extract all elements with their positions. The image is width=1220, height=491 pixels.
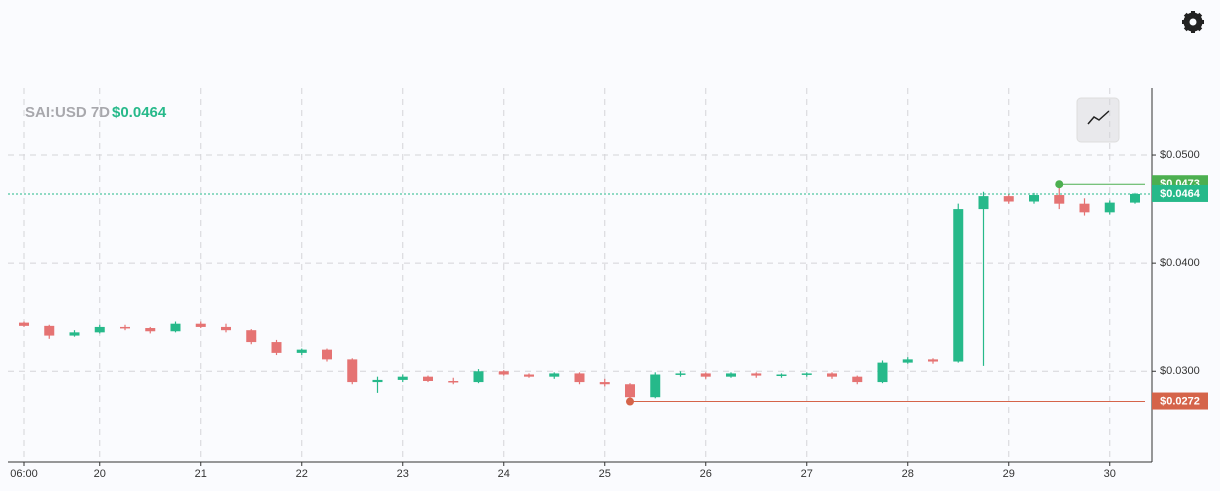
candle-body xyxy=(827,373,837,377)
candle-body xyxy=(473,371,484,383)
x-tick-label: 27 xyxy=(801,468,813,480)
x-tick-label: 25 xyxy=(599,468,611,480)
candle-body xyxy=(44,325,55,336)
gear-hole xyxy=(1189,18,1197,26)
candle-body xyxy=(1130,193,1140,203)
candle-body xyxy=(19,322,29,326)
high-dot xyxy=(1055,180,1064,189)
last_price-label: $0.0464 xyxy=(1160,188,1201,200)
candle-body xyxy=(953,209,964,362)
candle-body xyxy=(372,379,383,383)
candle-body xyxy=(221,326,231,331)
candle-body xyxy=(145,328,156,332)
candle-body xyxy=(1054,195,1065,204)
candle-body xyxy=(877,362,888,383)
candle-body xyxy=(650,374,661,398)
candle-body xyxy=(599,382,610,385)
chart-type-button[interactable] xyxy=(1076,97,1120,143)
candle-body xyxy=(700,373,711,377)
candle-body xyxy=(751,373,762,376)
candle-body xyxy=(1079,203,1090,213)
candle-body xyxy=(498,371,509,375)
x-tick-label: 20 xyxy=(94,468,106,480)
candle-body xyxy=(448,380,459,383)
candle-body xyxy=(852,376,863,383)
chart-title: SAI:USD 7D xyxy=(25,104,110,121)
candle-body xyxy=(801,373,812,375)
x-tick-label: 24 xyxy=(498,468,510,480)
candle-body xyxy=(246,330,257,343)
candle-body xyxy=(1003,196,1014,202)
candle-body xyxy=(1029,195,1039,202)
y-tick-label: $0.0500 xyxy=(1160,149,1200,161)
candle-body xyxy=(928,359,938,362)
candle-body xyxy=(549,373,560,377)
candle-body xyxy=(423,376,433,381)
x-tick-label: 06:00 xyxy=(10,468,38,480)
candle-body xyxy=(69,332,80,336)
candle-body xyxy=(94,326,105,333)
candle-body xyxy=(574,373,585,383)
low-dot xyxy=(626,397,634,406)
candle-body xyxy=(524,374,534,377)
header-price: $0.0464 xyxy=(112,104,167,121)
x-tick-label: 28 xyxy=(902,468,914,480)
last_price-badge xyxy=(1152,184,1208,202)
candle-body xyxy=(170,323,181,332)
low_marker-label: $0.0272 xyxy=(1160,395,1200,407)
candle-body xyxy=(271,342,282,353)
candle-body xyxy=(1104,202,1115,213)
candle-body xyxy=(397,376,408,380)
candle-body xyxy=(120,326,130,329)
candle-body xyxy=(675,373,686,375)
candle-body xyxy=(296,349,307,353)
low_marker-badge xyxy=(1152,392,1208,410)
y-tick-label: $0.0400 xyxy=(1160,257,1200,269)
x-tick-label: 29 xyxy=(1003,468,1015,480)
settings-button[interactable] xyxy=(1182,11,1204,33)
line-icon xyxy=(1087,110,1110,125)
x-tick-label: 21 xyxy=(195,468,207,480)
candle-body xyxy=(347,359,358,383)
x-tick-label: 23 xyxy=(397,468,409,480)
candle-body xyxy=(978,196,989,210)
x-tick-label: 22 xyxy=(296,468,308,480)
candle-body xyxy=(625,384,635,398)
candle-body xyxy=(776,374,787,377)
candle-body xyxy=(322,349,332,360)
candle-body xyxy=(902,359,913,363)
x-tick-label: 30 xyxy=(1104,468,1116,480)
y-tick-label: $0.0300 xyxy=(1160,365,1200,377)
candle-body xyxy=(726,373,736,377)
x-tick-label: 26 xyxy=(700,468,712,480)
candle-body xyxy=(195,323,206,327)
